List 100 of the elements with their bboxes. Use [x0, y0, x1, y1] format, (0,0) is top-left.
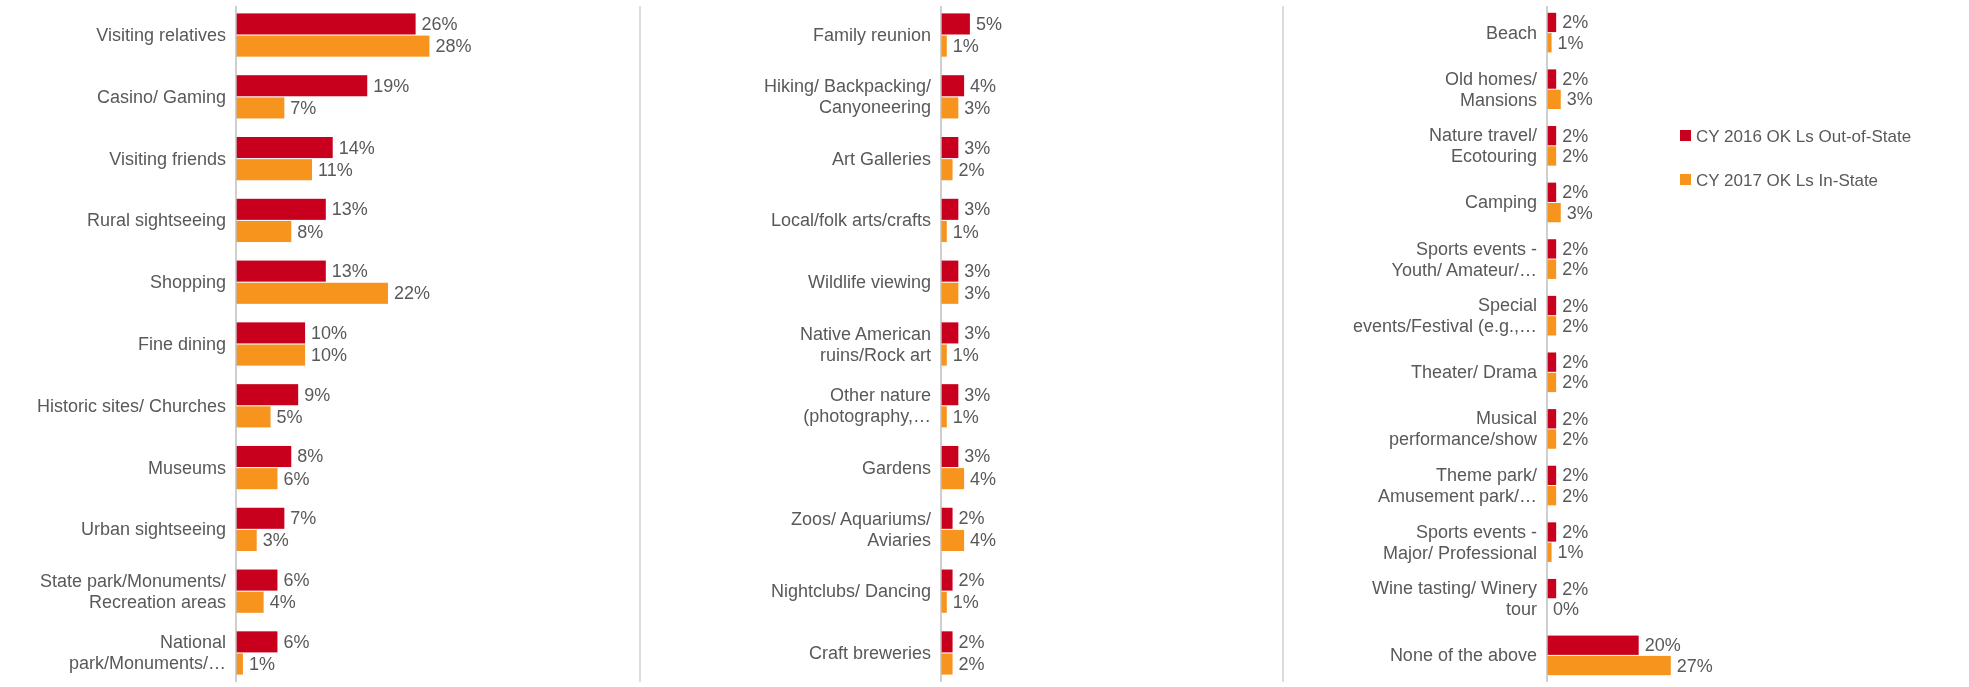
- bar: [941, 75, 965, 97]
- bar: [941, 322, 959, 344]
- bar: [236, 529, 257, 551]
- y-tick-label: Historic sites/ Churches: [36, 395, 226, 416]
- y-tick-label: Wine tasting/ Winery tour: [1371, 578, 1537, 620]
- data-label: 28%: [435, 36, 472, 57]
- y-tick-label: Old homes/ Mansions: [1444, 68, 1537, 110]
- bar: [1547, 239, 1557, 259]
- bar: [236, 198, 326, 220]
- bar: [236, 282, 388, 304]
- data-label: 2%: [1562, 259, 1589, 280]
- data-label: 1%: [1557, 542, 1584, 563]
- bar: [1547, 655, 1671, 676]
- y-tick-label: Art Galleries: [831, 148, 931, 169]
- data-label: 2%: [1562, 125, 1589, 146]
- bar: [236, 97, 285, 119]
- bar: [1547, 316, 1557, 336]
- data-label: 2%: [1562, 315, 1589, 336]
- bar: [941, 159, 953, 181]
- bar: [236, 507, 285, 529]
- data-label: 1%: [952, 406, 979, 427]
- y-tick-label: Casino/ Gaming: [96, 86, 226, 107]
- data-label: 27%: [1676, 655, 1713, 676]
- bar: [1547, 522, 1557, 542]
- y-tick-label: Shopping: [149, 272, 226, 293]
- data-label: 2%: [1562, 182, 1589, 203]
- bar: [236, 591, 264, 613]
- data-label: 2%: [1562, 522, 1589, 542]
- data-label: 11%: [317, 159, 353, 180]
- y-tick-label: Craft breweries: [808, 642, 931, 663]
- data-label: 1%: [1557, 32, 1584, 53]
- data-label: 3%: [964, 137, 991, 158]
- y-tick-label: Special events/Festival (e.g.,…: [1352, 295, 1537, 337]
- bar: [236, 322, 306, 344]
- data-label: 20%: [1644, 635, 1681, 656]
- y-tick-label: State park/Monuments/ Recreation areas: [39, 570, 226, 612]
- data-label: 2%: [958, 508, 985, 529]
- data-label: 4%: [970, 75, 997, 96]
- data-label: 14%: [338, 137, 375, 158]
- data-label: 1%: [952, 36, 979, 57]
- data-label: 2%: [1562, 485, 1589, 506]
- y-tick-label: Fine dining: [137, 334, 226, 354]
- bar: [941, 198, 959, 220]
- data-label: 2%: [958, 654, 985, 675]
- data-label: 5%: [276, 406, 303, 427]
- data-label: 6%: [283, 631, 310, 652]
- bar: [941, 445, 959, 468]
- bar: [941, 507, 953, 529]
- legend-label: CY 2016 OK Ls Out-of-State: [1696, 126, 1912, 146]
- bar: [941, 631, 953, 653]
- data-label: 2%: [1562, 578, 1589, 599]
- bar: [236, 75, 368, 97]
- data-label: 2%: [958, 159, 985, 180]
- data-label: 3%: [262, 530, 289, 551]
- data-label: 1%: [952, 345, 979, 366]
- y-tick-label: Family reunion: [812, 25, 931, 46]
- data-label: 8%: [297, 446, 324, 467]
- y-tick-label: Other nature (photography,…: [803, 385, 931, 427]
- data-label: 8%: [297, 221, 324, 242]
- data-label: 2%: [958, 631, 985, 652]
- bar: [236, 260, 326, 282]
- data-label: 1%: [248, 654, 275, 675]
- data-label: 2%: [1562, 429, 1589, 450]
- bar: [1547, 352, 1557, 372]
- bar: [236, 445, 292, 468]
- y-tick-label: Visiting relatives: [96, 25, 226, 46]
- bar: [236, 631, 278, 653]
- data-label: 3%: [964, 446, 991, 467]
- y-tick-label: Rural sightseeing: [86, 210, 226, 231]
- data-label: 2%: [1562, 352, 1589, 373]
- y-tick-label: National park/Monuments/…: [68, 632, 226, 674]
- data-label: 13%: [331, 199, 368, 220]
- data-label: 10%: [311, 322, 348, 343]
- data-label: 0%: [1553, 598, 1580, 619]
- bar: [941, 569, 953, 591]
- bar: [941, 468, 965, 490]
- y-tick-label: Museums: [147, 457, 226, 478]
- data-label: 4%: [269, 592, 296, 613]
- y-tick-label: Urban sightseeing: [80, 519, 226, 540]
- bar: [236, 384, 299, 406]
- bar: [941, 282, 959, 304]
- y-tick-label: Sports events - Major/ Professional: [1382, 521, 1537, 563]
- bar: [1547, 202, 1561, 223]
- bar: [236, 406, 271, 428]
- y-tick-label: None of the above: [1389, 645, 1537, 666]
- data-label: 10%: [311, 345, 348, 366]
- bar: [1547, 146, 1557, 166]
- data-label: 3%: [964, 283, 991, 304]
- bar: [941, 13, 970, 35]
- data-label: 4%: [970, 530, 997, 551]
- data-label: 1%: [952, 221, 979, 242]
- data-label: 5%: [975, 13, 1002, 34]
- data-label: 6%: [283, 570, 310, 591]
- bar: [941, 97, 959, 119]
- data-label: 4%: [970, 468, 997, 489]
- bar: [236, 569, 278, 591]
- y-tick-label: Camping: [1464, 192, 1537, 213]
- data-label: 2%: [1562, 69, 1589, 90]
- data-label: 3%: [964, 322, 991, 343]
- data-label: 3%: [1566, 202, 1593, 223]
